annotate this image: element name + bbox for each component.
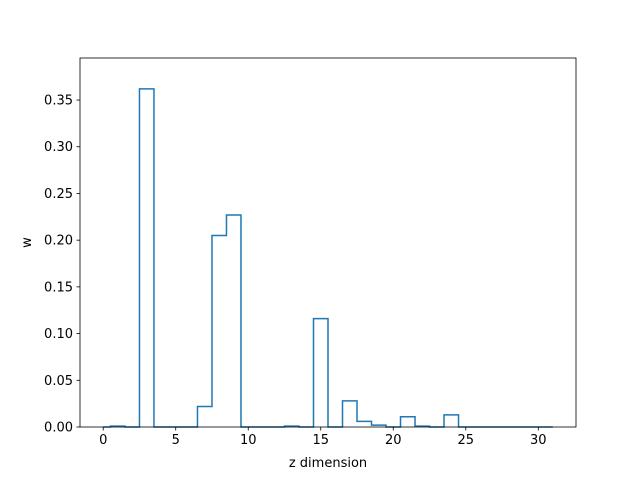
y-tick-label: 0.00	[44, 421, 73, 436]
x-axis-label: z dimension	[289, 456, 367, 471]
axes-frame	[79, 57, 577, 428]
x-tick-label: 0	[99, 433, 107, 448]
x-tick-label: 10	[240, 433, 257, 448]
x-tick-label: 20	[385, 433, 402, 448]
x-tick-label: 30	[530, 433, 547, 448]
y-tick-label: 0.35	[44, 94, 73, 109]
y-tick-label: 0.30	[44, 140, 73, 155]
x-tick-label: 5	[172, 433, 180, 448]
y-tick-label: 0.05	[44, 374, 73, 389]
x-tick-label: 25	[458, 433, 475, 448]
x-axis: 0 5 10 15 20 25 30	[99, 427, 547, 448]
y-tick-label: 0.10	[44, 327, 73, 342]
y-axis: 0.00 0.05 0.10 0.15 0.20 0.25 0.30 0.35	[44, 94, 80, 436]
x-tick-label: 15	[312, 433, 329, 448]
y-axis-label: w	[20, 237, 35, 248]
y-tick-label: 0.15	[44, 280, 73, 295]
y-tick-label: 0.25	[44, 187, 73, 202]
y-tick-label: 0.20	[44, 234, 73, 249]
